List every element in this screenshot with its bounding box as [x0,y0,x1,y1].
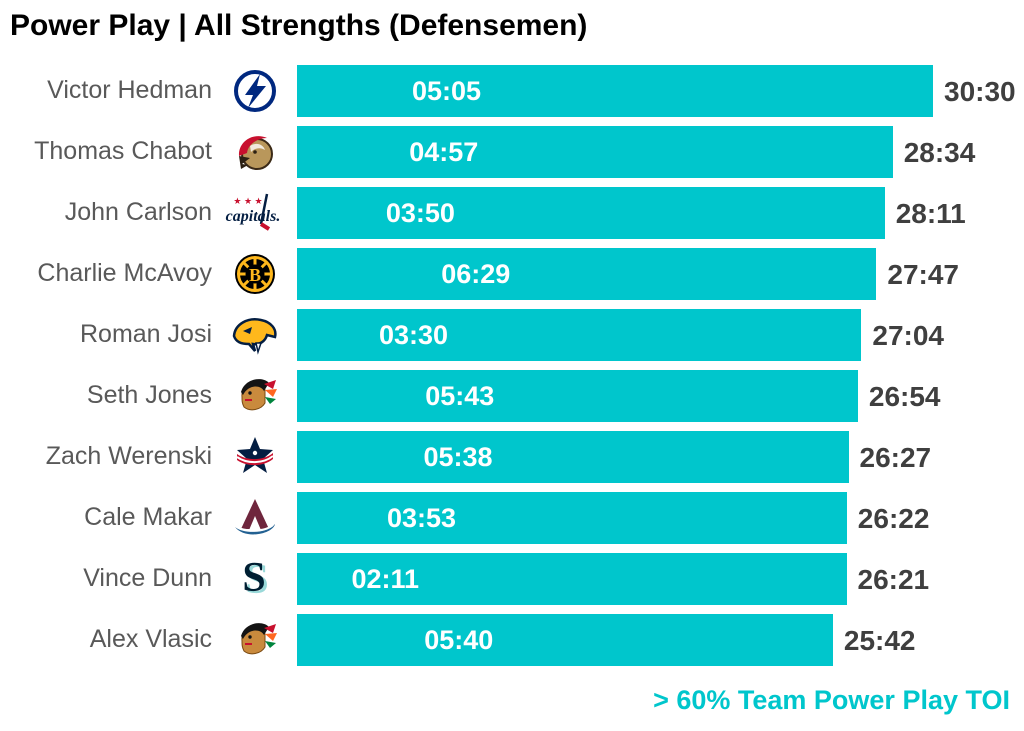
total-toi-bar: 05:40 [297,613,833,666]
team-logo-predators-icon [212,314,297,356]
bar-chart-rows: Victor Hedman 05:05 30:30 Thomas Chabot 04:5… [0,60,1024,670]
player-name: Victor Hedman [47,76,212,104]
pp-toi-label: 03:53 [387,502,457,533]
total-toi-label: 27:04 [872,319,945,351]
svg-text:S: S [245,557,268,603]
chart-footnote: > 60% Team Power Play TOI [653,685,1010,715]
pp-toi-label: 05:40 [424,624,494,655]
pp-toi-label: 03:50 [385,197,455,228]
team-logo-capitals-icon: ★ ★ ★ capitals. [212,192,297,234]
player-row: Vince Dunn S S 02:11 26:21 [0,548,1024,609]
player-row: Cale Makar 03:53 26:22 [0,487,1024,548]
toi-bar-track: 04:57 28:34 [297,125,1024,178]
total-toi-label: 26:22 [857,502,930,534]
player-row: John Carlson ★ ★ ★ capitals. 03:50 28:11 [0,182,1024,243]
total-toi-bar: 05:05 [297,64,933,117]
player-row: Zach Werenski 05:38 26:27 [0,426,1024,487]
total-toi-bar: 05:38 [297,430,849,483]
toi-bar-track: 03:53 26:22 [297,491,1024,544]
pp-toi-label: 06:29 [441,258,511,289]
toi-bar-track: 05:40 25:42 [297,613,1024,666]
team-logo-blackhawks-icon [212,617,297,663]
total-toi-bar: 05:43 [297,369,858,422]
total-toi-label: 28:11 [895,197,966,229]
total-toi-label: 26:21 [857,563,930,595]
total-toi-label: 25:42 [843,624,916,656]
svg-text:★ ★ ★: ★ ★ ★ [233,196,262,206]
total-toi-bar: 03:53 [297,491,847,544]
player-row: Alex Vlasic 05:40 25:42 [0,609,1024,670]
svg-text:S: S [242,555,265,601]
total-toi-label: 27:47 [887,258,960,290]
player-name: Vince Dunn [83,564,212,592]
team-logo-blackhawks-icon [212,373,297,419]
pp-toi-label: 05:38 [423,441,493,472]
pp-toi-label: 02:11 [351,563,420,594]
chart-title: Power Play | All Strengths (Defensemen) [10,9,588,42]
player-name: John Carlson [64,198,212,226]
toi-bar-track: 03:30 27:04 [297,308,1024,361]
team-logo-bruins-icon: B [212,251,297,297]
team-logo-bluejackets-icon [212,434,297,480]
team-logo-lightning-icon [212,68,297,114]
player-name: Thomas Chabot [34,137,212,165]
total-toi-bar: 03:30 [297,308,862,361]
total-toi-label: 30:30 [944,75,1016,107]
player-row: Seth Jones 05:43 26:54 [0,365,1024,426]
toi-bar-track: 05:43 26:54 [297,369,1024,422]
player-row: Victor Hedman 05:05 30:30 [0,60,1024,121]
pp-toi-label: 03:30 [379,319,449,350]
player-name: Alex Vlasic [89,625,212,653]
svg-text:capitals.: capitals. [225,208,280,225]
total-toi-bar: 06:29 [297,247,877,300]
player-row: Charlie McAvoy B 06:29 27:47 [0,243,1024,304]
total-toi-bar: 04:57 [297,125,893,178]
pp-toi-label: 04:57 [409,136,479,167]
total-toi-label: 28:34 [903,136,976,168]
total-toi-label: 26:27 [859,441,932,473]
player-row: Roman Josi 03:30 27:04 [0,304,1024,365]
player-name: Charlie McAvoy [37,259,212,287]
player-name: Cale Makar [84,503,212,531]
toi-bar-track: 03:50 28:11 [297,186,1024,239]
player-row: Thomas Chabot 04:57 28:34 [0,121,1024,182]
total-toi-bar: 03:50 [297,186,885,239]
team-logo-senators-icon [212,129,297,175]
toi-bar-track: 02:11 26:21 [297,552,1024,605]
pp-toi-label: 05:43 [425,380,495,411]
player-name: Zach Werenski [45,442,212,470]
pp-toi-label: 05:05 [412,75,482,106]
player-name: Roman Josi [80,320,212,348]
player-name: Seth Jones [86,381,212,409]
toi-bar-track: 05:05 30:30 [297,64,1024,117]
toi-bar-track: 05:38 26:27 [297,430,1024,483]
total-toi-bar: 02:11 [297,552,847,605]
total-toi-label: 26:54 [868,380,941,412]
team-logo-avalanche-icon [212,496,297,540]
svg-text:B: B [248,265,260,285]
toi-bar-track: 06:29 27:47 [297,247,1024,300]
